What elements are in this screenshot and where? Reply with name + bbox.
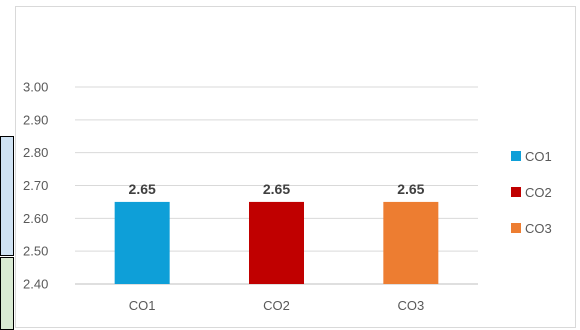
data-label: 2.65 (129, 181, 156, 197)
data-label: 2.65 (397, 181, 424, 197)
y-tick-label: 2.60 (23, 211, 48, 226)
data-label: 2.65 (263, 181, 290, 197)
bar-co3 (383, 201, 439, 284)
x-tick-label: CO2 (263, 298, 290, 313)
legend-label: CO3 (525, 221, 552, 236)
legend-swatch (511, 223, 521, 233)
y-tick-label: 2.90 (23, 112, 48, 127)
y-tick-label: 2.40 (23, 277, 48, 292)
background-cell-blue (0, 136, 14, 256)
y-tick-label: 2.70 (23, 178, 48, 193)
y-tick-label: 3.00 (23, 80, 48, 95)
y-tick-label: 2.50 (23, 244, 48, 259)
legend-swatch (511, 151, 521, 161)
x-tick-label: CO1 (129, 298, 156, 313)
bar-co2 (249, 201, 304, 284)
y-tick-label: 2.80 (23, 145, 48, 160)
bar-co1 (114, 201, 170, 284)
x-tick-label: CO3 (397, 298, 424, 313)
legend-label: CO1 (525, 149, 552, 164)
legend-label: CO2 (525, 185, 552, 200)
legend-swatch (511, 187, 521, 197)
